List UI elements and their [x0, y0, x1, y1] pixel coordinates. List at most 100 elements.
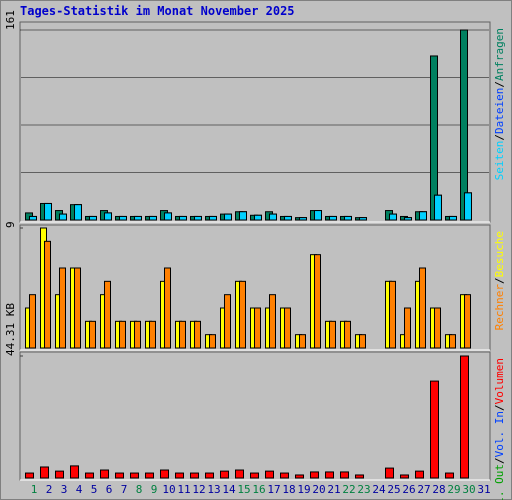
x-tick-label: 20 [312, 483, 325, 496]
plot-area [19, 351, 491, 481]
bar [400, 474, 409, 479]
x-tick-label: 5 [91, 483, 98, 496]
bar [404, 307, 411, 349]
x-tick-label: 23 [357, 483, 370, 496]
bar [254, 307, 261, 349]
x-tick-label: 22 [342, 483, 355, 496]
x-tick-label: 13 [207, 483, 220, 496]
legend-separator: / [493, 81, 506, 88]
bar [55, 470, 64, 479]
bar [464, 192, 472, 221]
bar [329, 320, 336, 349]
bar [119, 320, 126, 349]
x-tick-label: 16 [252, 483, 265, 496]
legend-entry: Rechner [493, 284, 506, 331]
bar [344, 215, 352, 221]
legend-entry: Vol. In [493, 411, 506, 457]
bar [134, 215, 142, 221]
y-tick-label: 161 [4, 10, 17, 30]
bar [89, 215, 97, 221]
bar [205, 472, 214, 479]
bar [70, 465, 79, 479]
x-tick-label: 12 [192, 483, 205, 496]
bar [434, 194, 442, 221]
x-tick-label: 4 [76, 483, 83, 496]
bar [269, 213, 277, 221]
bar [430, 380, 439, 479]
bar [40, 466, 49, 479]
bar [89, 320, 96, 349]
bar [179, 215, 187, 221]
bar [134, 320, 141, 349]
bar [119, 215, 127, 221]
x-tick-label: 21 [327, 483, 340, 496]
legend: Seiten/Dateien/Anfragen [493, 28, 506, 180]
bar [449, 334, 456, 349]
bar [299, 217, 307, 221]
bar [280, 472, 289, 479]
legend-entry: Anfragen [493, 28, 506, 81]
bar [269, 294, 276, 349]
bar [355, 474, 364, 479]
x-tick-label: 24 [372, 483, 386, 496]
bar [434, 307, 441, 349]
y-tick-label: 44.31 KB [4, 303, 17, 356]
x-tick-label: 15 [237, 483, 250, 496]
bar [44, 202, 52, 221]
bar [29, 294, 36, 349]
bar [445, 472, 454, 479]
legend-separator: / [493, 134, 506, 141]
x-tick-label: 30 [462, 483, 475, 496]
bar [419, 267, 426, 349]
bar [130, 472, 139, 479]
bar [194, 320, 201, 349]
x-tick-label: 1 [31, 483, 38, 496]
bar [29, 215, 37, 221]
bar [460, 355, 469, 479]
bar [344, 320, 351, 349]
x-tick-label: 7 [121, 483, 128, 496]
x-tick-label: 9 [151, 483, 158, 496]
x-tick-label: 10 [162, 483, 175, 496]
bar [235, 469, 244, 479]
bar [145, 472, 154, 479]
legend: Rechner/Besuche [493, 231, 506, 330]
bar [359, 217, 367, 221]
bar [340, 471, 349, 479]
bar [115, 472, 124, 479]
x-tick-label: 11 [177, 483, 190, 496]
bar [25, 472, 34, 479]
bar [59, 213, 67, 221]
bar [149, 215, 157, 221]
bar [190, 472, 199, 479]
x-tick-label: 19 [297, 483, 310, 496]
bar [314, 210, 322, 221]
bar [419, 211, 427, 221]
bar [404, 217, 412, 221]
bar [389, 213, 397, 221]
legend-entry: Seiten [493, 141, 506, 181]
bar [209, 334, 216, 349]
legend-separator: / [493, 404, 506, 411]
bar [209, 215, 217, 221]
x-tick-label: 26 [402, 483, 415, 496]
chart-title: Tages-Statistik im Monat November 2025 [20, 4, 295, 18]
legend-entry: Besuche [493, 231, 506, 277]
bar [194, 215, 202, 221]
bar [59, 267, 66, 349]
bar [74, 267, 81, 349]
bar [224, 294, 231, 349]
bar [314, 254, 321, 349]
bar [359, 334, 366, 349]
bar [220, 470, 229, 479]
bar [100, 469, 109, 479]
bar [164, 212, 172, 221]
bar [415, 470, 424, 479]
legend-separator: / [493, 457, 506, 464]
x-tick-label: 8 [136, 483, 143, 496]
bar [239, 211, 247, 221]
x-tick-label: 31 [477, 483, 490, 496]
bar [254, 214, 262, 221]
bar [464, 294, 471, 349]
